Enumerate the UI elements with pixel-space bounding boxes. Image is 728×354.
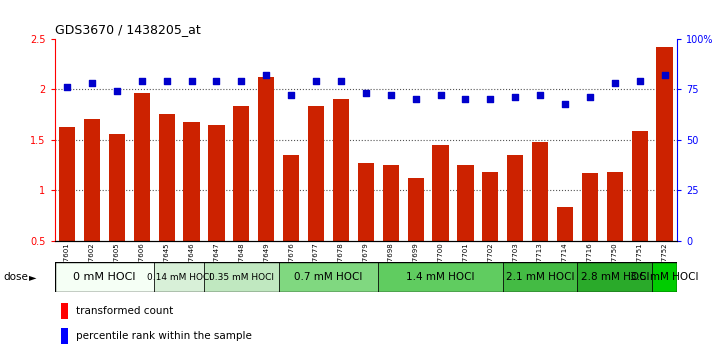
Point bbox=[485, 97, 496, 102]
Bar bbox=[582, 173, 598, 241]
Point bbox=[136, 79, 148, 84]
Bar bbox=[503, 262, 577, 292]
Bar bbox=[233, 105, 250, 241]
Text: 0 mM HOCl: 0 mM HOCl bbox=[73, 272, 135, 282]
Bar bbox=[357, 163, 374, 241]
Point bbox=[161, 79, 173, 84]
Bar bbox=[457, 165, 473, 241]
Bar bbox=[108, 134, 125, 241]
Bar bbox=[432, 145, 448, 241]
Text: 0.35 mM HOCl: 0.35 mM HOCl bbox=[209, 273, 274, 281]
Point bbox=[261, 73, 272, 78]
Bar bbox=[333, 99, 349, 241]
Bar bbox=[383, 165, 399, 241]
Point bbox=[235, 79, 247, 84]
Text: 2.1 mM HOCl: 2.1 mM HOCl bbox=[506, 272, 574, 282]
Bar bbox=[606, 172, 623, 241]
Point bbox=[634, 79, 646, 84]
Point bbox=[210, 79, 222, 84]
Text: 0.7 mM HOCl: 0.7 mM HOCl bbox=[294, 272, 363, 282]
Point bbox=[310, 79, 322, 84]
Bar bbox=[208, 125, 224, 241]
Point bbox=[459, 97, 471, 102]
Point bbox=[609, 80, 620, 86]
Point bbox=[559, 101, 571, 106]
Point bbox=[335, 79, 347, 84]
Point bbox=[360, 91, 371, 96]
Bar bbox=[507, 155, 523, 241]
Bar bbox=[379, 262, 503, 292]
Bar bbox=[308, 105, 324, 241]
Bar bbox=[59, 127, 75, 241]
Text: dose: dose bbox=[4, 272, 28, 282]
Point bbox=[285, 93, 297, 98]
Bar bbox=[408, 178, 424, 241]
Text: 2.8 mM HOCl: 2.8 mM HOCl bbox=[580, 272, 649, 282]
Point bbox=[435, 93, 446, 98]
Bar bbox=[557, 207, 573, 241]
Text: transformed count: transformed count bbox=[76, 306, 174, 316]
Bar bbox=[61, 303, 68, 319]
Text: 1.4 mM HOCl: 1.4 mM HOCl bbox=[406, 272, 475, 282]
Text: GDS3670 / 1438205_at: GDS3670 / 1438205_at bbox=[55, 23, 200, 36]
Point bbox=[86, 80, 98, 86]
Bar bbox=[283, 155, 299, 241]
Text: ►: ► bbox=[29, 272, 36, 282]
Bar bbox=[482, 172, 499, 241]
Bar bbox=[258, 77, 274, 241]
Point bbox=[186, 79, 197, 84]
Bar bbox=[159, 114, 175, 241]
Text: percentile rank within the sample: percentile rank within the sample bbox=[76, 331, 253, 341]
Bar bbox=[183, 122, 199, 241]
Point bbox=[385, 93, 397, 98]
Bar bbox=[84, 119, 100, 241]
Bar bbox=[134, 93, 150, 241]
Point bbox=[510, 95, 521, 100]
Bar bbox=[204, 262, 279, 292]
Bar bbox=[532, 142, 548, 241]
Bar bbox=[577, 262, 652, 292]
Bar bbox=[61, 328, 68, 344]
Bar bbox=[279, 262, 379, 292]
Point bbox=[584, 95, 596, 100]
Bar bbox=[652, 262, 677, 292]
Bar bbox=[154, 262, 204, 292]
Point bbox=[410, 97, 422, 102]
Text: 3.5 mM HOCl: 3.5 mM HOCl bbox=[630, 272, 699, 282]
Point bbox=[659, 73, 670, 78]
Bar bbox=[657, 47, 673, 241]
Point bbox=[534, 93, 546, 98]
Text: 0.14 mM HOCl: 0.14 mM HOCl bbox=[146, 273, 212, 281]
Point bbox=[111, 88, 122, 94]
Point bbox=[61, 85, 73, 90]
Bar bbox=[55, 262, 154, 292]
Bar bbox=[632, 131, 648, 241]
